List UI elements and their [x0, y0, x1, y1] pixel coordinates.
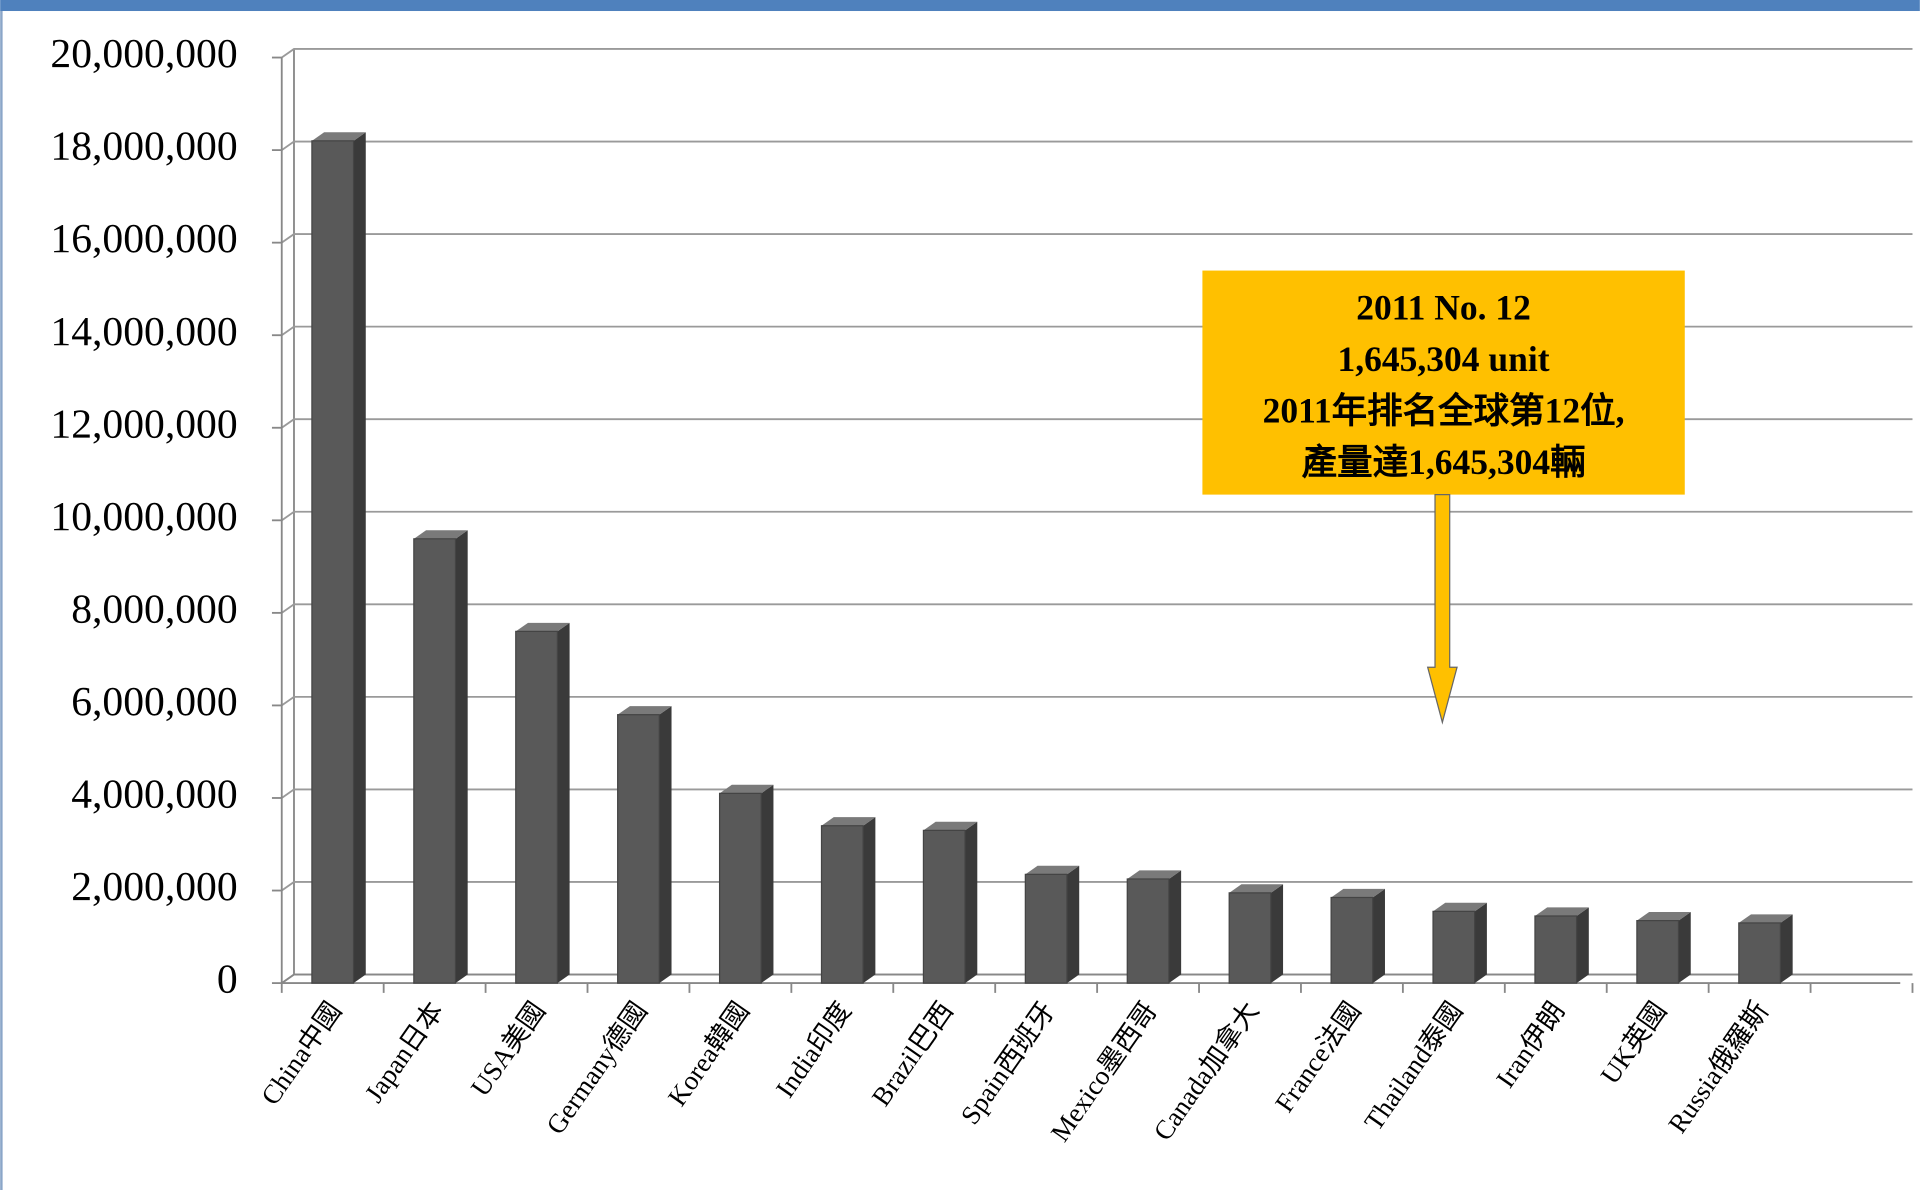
bar-top: [1229, 884, 1284, 893]
x-tick-label: Russia俄羅斯: [1662, 996, 1774, 1138]
bar: [1636, 920, 1680, 984]
y-tick-label: 14,000,000: [50, 309, 237, 355]
bar: [311, 140, 355, 984]
bar-side: [1372, 888, 1385, 984]
bar: [820, 825, 864, 984]
bar-side: [659, 706, 672, 984]
x-tick-label: Korea韓國: [662, 996, 755, 1111]
x-tick-label: Canada加拿大: [1148, 996, 1265, 1146]
grid-line: [281, 695, 1913, 707]
x-tick-label: India印度: [770, 996, 857, 1103]
bar-top: [1636, 912, 1691, 921]
x-tick-label: Japan日本: [359, 996, 450, 1108]
y-tick-label: 4,000,000: [71, 772, 237, 818]
bar-top: [1534, 907, 1589, 916]
bar: [718, 792, 762, 984]
bar-side: [1270, 884, 1284, 984]
y-tick-label: 6,000,000: [71, 679, 237, 725]
bar-side: [1066, 865, 1080, 984]
bar: [1228, 892, 1272, 984]
bar-top: [923, 821, 978, 831]
y-tick-label: 2,000,000: [71, 864, 237, 910]
bar-top: [821, 817, 876, 826]
bar-side: [455, 530, 468, 984]
annotation-text: 1,645,304 unit: [1338, 339, 1550, 379]
bar-top: [413, 530, 468, 539]
bar-top: [311, 132, 366, 141]
y-tick-label: 10,000,000: [50, 494, 237, 540]
x-tick-label: China中國: [255, 996, 347, 1110]
y-tick-label: 20,000,000: [50, 31, 237, 77]
grid-line: [281, 881, 1913, 892]
bar-top: [1127, 870, 1182, 879]
y-tick-label: 8,000,000: [71, 586, 237, 632]
bar-top: [1025, 865, 1080, 875]
annotation-text: 產量達1,645,304輛: [1302, 442, 1586, 482]
grid-line: [281, 603, 1913, 614]
bar: [413, 538, 457, 984]
x-tick-label: Mexico墨西哥: [1045, 996, 1163, 1147]
annotation-text: 2011年排名全球第12位,: [1263, 390, 1625, 430]
x-tick-label: USA美國: [465, 996, 551, 1101]
bar: [515, 630, 558, 984]
bar-side: [1168, 870, 1182, 984]
bar-side: [761, 784, 774, 984]
x-tick-label: UK英國: [1595, 996, 1673, 1089]
bar-top: [1331, 888, 1385, 898]
x-tick-label: Thailand泰國: [1358, 996, 1468, 1136]
annotation-text: 2011 No. 12: [1356, 288, 1531, 328]
y-tick-label: 18,000,000: [50, 124, 237, 170]
grid-line: [281, 233, 1913, 244]
y-tick-label: 0: [217, 957, 238, 1003]
x-tick-label: Spain西班牙: [955, 996, 1061, 1130]
bar-side: [353, 132, 366, 984]
bar-top: [617, 706, 672, 715]
bar-side: [863, 817, 876, 984]
grid-line: [281, 510, 1913, 522]
bar-top: [515, 622, 570, 632]
bar: [1126, 878, 1170, 984]
top-bar: [0, 0, 1920, 12]
bar: [1330, 896, 1374, 984]
x-tick-label: Iran伊朗: [1490, 996, 1570, 1093]
annotation-arrow: [1426, 493, 1458, 725]
annotation-box: [1202, 270, 1685, 495]
y-tick-label: 16,000,000: [50, 216, 237, 262]
bar: [617, 714, 660, 984]
bar-side: [1576, 907, 1589, 984]
bar-side: [557, 622, 570, 984]
bar-top: [1738, 914, 1793, 923]
x-tick-label: Germany德國: [540, 996, 653, 1139]
x-tick-label: France法國: [1269, 996, 1366, 1117]
bar: [1534, 915, 1578, 984]
grid-line: [281, 788, 1913, 799]
y-tick-label: 12,000,000: [50, 401, 237, 447]
bar: [1738, 922, 1782, 984]
bar-side: [1678, 912, 1691, 984]
bar-side: [1474, 902, 1487, 984]
bar: [922, 829, 966, 984]
bar: [1432, 910, 1476, 984]
bar-side: [965, 821, 978, 984]
bar-top: [719, 784, 774, 794]
bar-side: [1780, 914, 1793, 984]
x-tick-label: Brazil巴西: [866, 996, 959, 1111]
bar-top: [1433, 902, 1487, 912]
grid-line: [281, 48, 1913, 59]
bar: [1024, 873, 1068, 984]
grid-line: [281, 140, 1913, 151]
